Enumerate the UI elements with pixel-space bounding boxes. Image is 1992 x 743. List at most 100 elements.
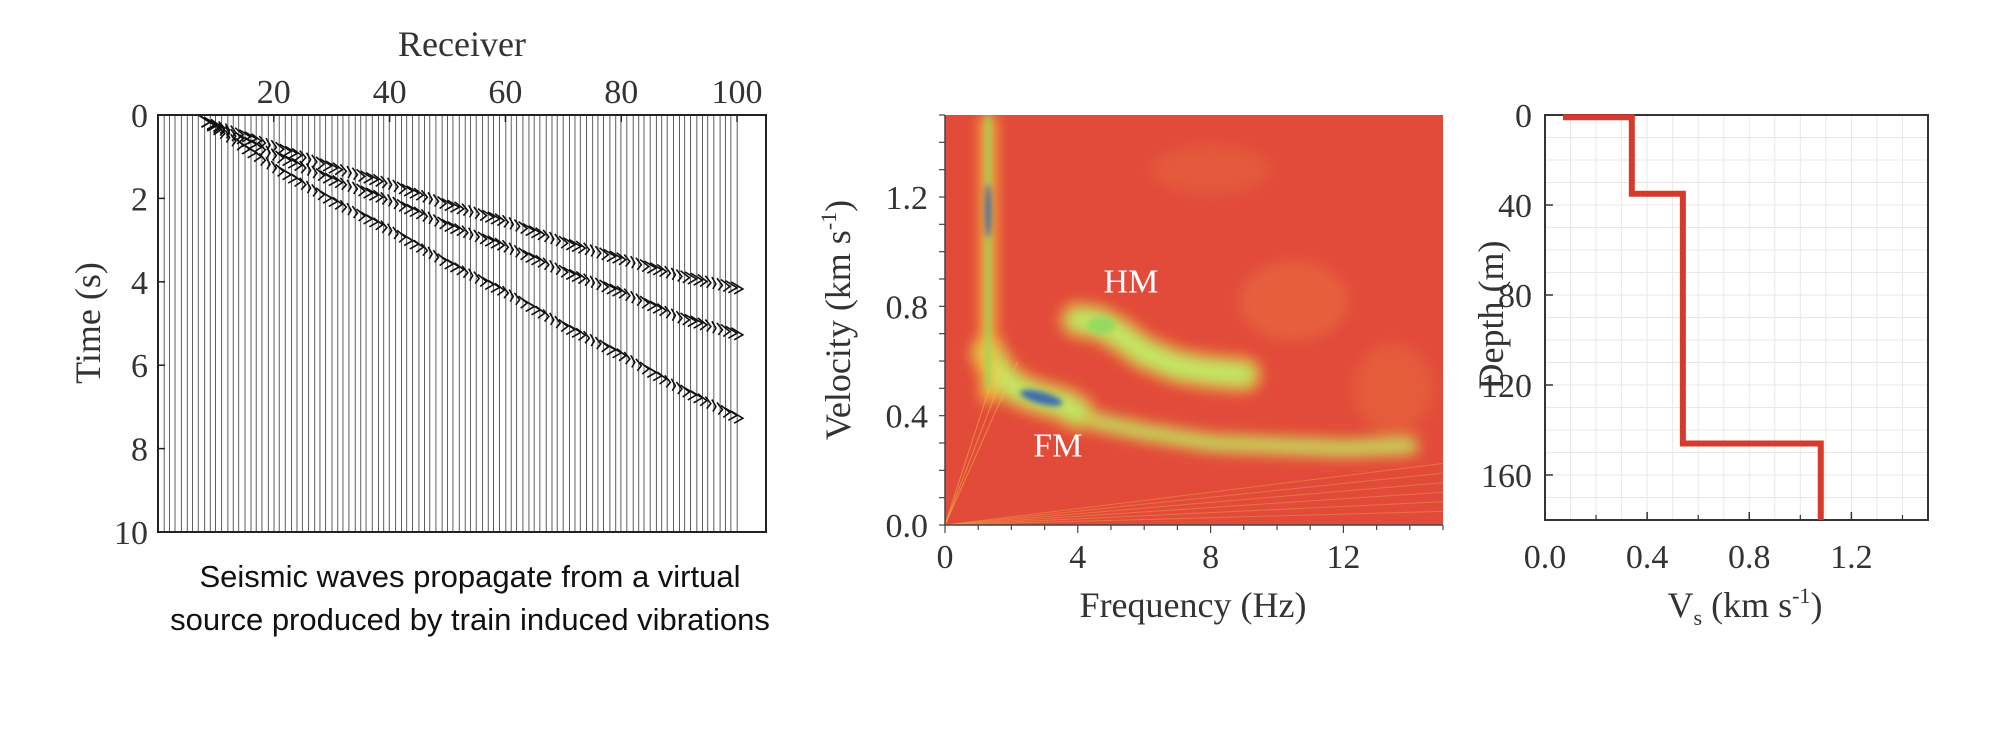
- seismic-arrival: [639, 361, 651, 375]
- seismic-arrival: [513, 244, 521, 258]
- seismic-arrival: [477, 273, 488, 288]
- seismic-arrival: [720, 404, 732, 419]
- seismic-arrival: [230, 125, 237, 139]
- seismic-arrival: [420, 208, 429, 222]
- seismic-arrival: [643, 297, 658, 312]
- seismic-arrival: [716, 277, 724, 291]
- seismic-arrival: [616, 252, 628, 266]
- seismic-arrival: [413, 206, 425, 220]
- seismic-arrival: [244, 131, 259, 145]
- seismic-arrival: [339, 177, 348, 191]
- seismic-arrival: [386, 223, 393, 237]
- seismic-arrival: [325, 172, 340, 187]
- seismic-arrival: [649, 262, 664, 276]
- seismic-arrival: [501, 285, 510, 299]
- seismic-arrival: [487, 235, 502, 249]
- seismic-arrival: [535, 254, 547, 268]
- seismic-arrival: [420, 243, 429, 257]
- seismic-arrival: [589, 333, 596, 347]
- seismic-arrival: [299, 150, 307, 164]
- seismic-arrival: [501, 214, 510, 228]
- dispersion-y-tick-label: 0.0: [886, 508, 929, 545]
- seismic-arrival: [639, 295, 651, 309]
- dispersion-streak-line: [945, 482, 1443, 525]
- dispersion-y-label-main: Velocity (km s: [818, 230, 858, 440]
- seismic-arrival: [558, 235, 569, 249]
- seismic-arrival: [339, 163, 348, 177]
- seismic-x-tick-label: 40: [373, 74, 407, 111]
- seismic-arrival: [238, 129, 253, 143]
- seismic-arrival: [258, 152, 267, 166]
- seismic-arrival: [360, 185, 374, 199]
- seismic-y-tick-label: 0: [131, 98, 148, 135]
- seismic-arrival: [413, 187, 425, 201]
- seismic-arrival: [598, 247, 610, 261]
- seismic-arrival: [467, 227, 474, 241]
- seismic-arrival: [542, 229, 550, 243]
- seismic-arrival: [670, 267, 677, 281]
- seismic-arrival: [513, 292, 521, 306]
- dispersion-streak-line: [945, 510, 1443, 525]
- seismic-arrival: [427, 191, 434, 205]
- seismic-arrival: [436, 216, 448, 230]
- seismic-arrival: [558, 318, 569, 333]
- seismic-arrival: [711, 276, 717, 290]
- seismic-arrival: [680, 384, 691, 398]
- seismic-arrival: [270, 139, 278, 153]
- seismic-arrival: [346, 179, 353, 193]
- seismic-arrival: [380, 191, 388, 205]
- seismic-arrival: [346, 202, 353, 216]
- seismic-arrival: [467, 204, 474, 218]
- seismic-arrival: [535, 305, 547, 319]
- seismic-arrival: [725, 280, 739, 294]
- seismic-arrival: [224, 125, 231, 139]
- seismic-arrival: [716, 322, 724, 336]
- seismic-arrival: [720, 278, 732, 293]
- seismic-arrival: [274, 141, 285, 155]
- seismic-arrival: [630, 255, 636, 269]
- seismic-arrival: [583, 330, 591, 344]
- profile-x-label-main: V: [1668, 585, 1694, 625]
- seismic-arrival: [522, 222, 536, 237]
- dispersion-y-label-sup: -1: [816, 212, 841, 230]
- dispersion-x-tick-label: 0: [937, 539, 954, 576]
- seismic-arrival: [656, 303, 668, 317]
- seismic-y-ticks: 0 2 4 6 8 10: [114, 98, 165, 552]
- seismic-arrival: [234, 127, 245, 141]
- seismic-arrival: [542, 257, 550, 271]
- profile-y-tick-label: 40: [1498, 188, 1532, 225]
- seismic-arrival: [562, 237, 577, 251]
- seismic-arrival: [332, 196, 344, 210]
- seismic-arrival: [284, 145, 299, 160]
- seismic-arrival: [447, 220, 461, 235]
- seismic-arrival: [675, 310, 683, 324]
- seismic-arrival: [656, 371, 668, 385]
- seismic-arrival: [372, 217, 385, 231]
- seismic-arrival: [432, 249, 440, 263]
- profile-x-tick-label: 1.2: [1830, 539, 1873, 576]
- profile-y-tick-label: 80: [1498, 278, 1532, 315]
- seismic-arrival: [305, 152, 312, 166]
- seismic-arrival: [400, 201, 415, 215]
- seismic-arrival: [616, 285, 628, 299]
- seismic-arrival: [453, 201, 466, 215]
- seismic-arrival: [697, 317, 709, 331]
- seismic-arrival: [508, 242, 515, 256]
- seismic-arrival: [461, 203, 469, 217]
- seismic-arrival: [494, 212, 506, 227]
- seismic-arrival: [477, 231, 488, 245]
- seismic-arrival: [473, 206, 481, 220]
- seismic-arrival: [453, 222, 466, 237]
- seismic-x-tick-label: 60: [488, 74, 522, 111]
- dispersion-streak-line: [945, 491, 1443, 525]
- profile-x-tick-label: 0.4: [1626, 539, 1669, 576]
- seismic-arrival: [386, 177, 393, 191]
- seismic-arrival: [355, 208, 367, 222]
- seismic-arrival: [461, 225, 469, 239]
- seismic-arrival: [575, 270, 587, 285]
- seismic-arrival: [315, 167, 326, 182]
- seismic-arrival: [274, 163, 285, 177]
- dispersion-y-tick-label: 0.8: [886, 289, 929, 326]
- seismic-arrival: [494, 237, 506, 251]
- seismic-arrival: [198, 115, 212, 128]
